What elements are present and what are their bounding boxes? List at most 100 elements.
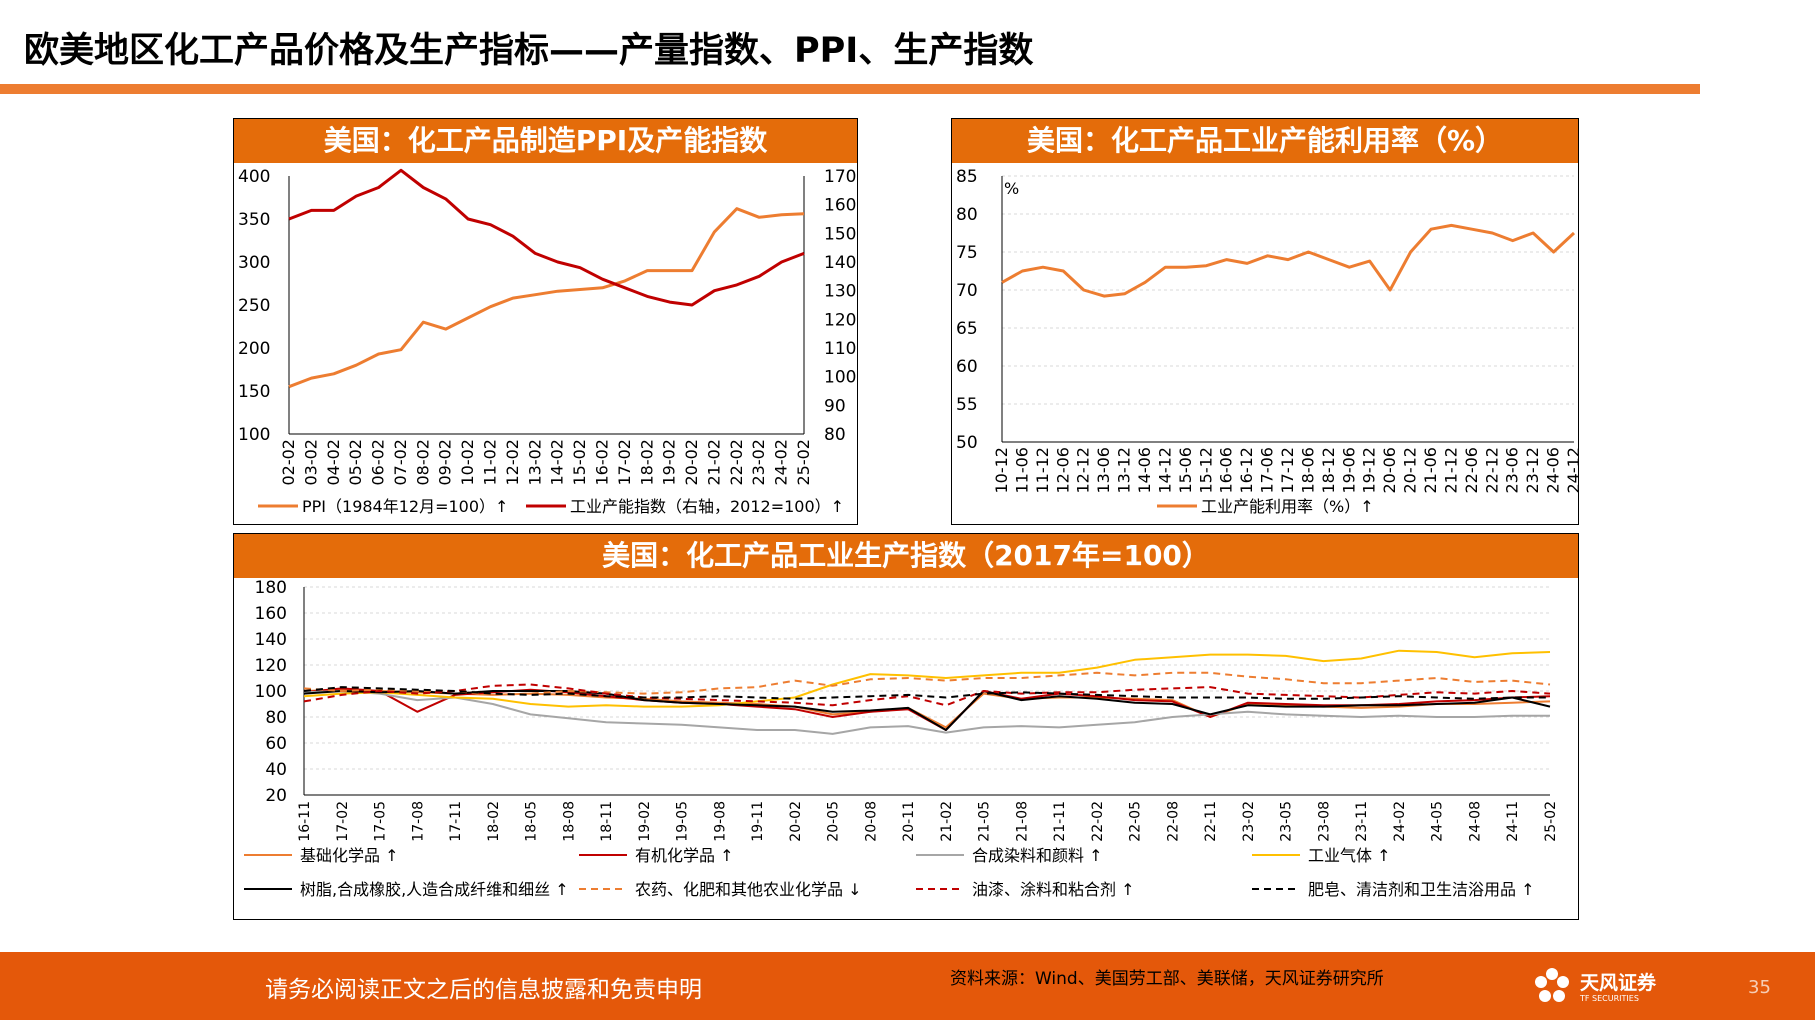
y-tick-label: 90 (824, 396, 846, 416)
flower-logo-icon (1535, 968, 1569, 1002)
utilization-line (1001, 223, 1576, 298)
utilization-chart: 85 80 75 70 65 60 55 50% 10-12 11-06 11-12 12-06 12-… (956, 167, 1578, 516)
x-tick-label: 11-12 (1033, 447, 1052, 494)
legend-label: PPI（1984年12月=100）↑ (302, 497, 508, 516)
x-tick-label: 19-11 (750, 801, 766, 842)
series-line (303, 683, 1551, 707)
y-tick-label: 250 (238, 296, 270, 316)
x-tick-label: 18-11 (599, 801, 615, 842)
x-tick-label: 22-02 (1090, 801, 1106, 842)
x-tick-label: 23-02 (1241, 801, 1257, 842)
x-tick-label: 24-12 (1564, 447, 1578, 494)
x-tick-label: 17-02 (335, 801, 351, 842)
x-tick-label: 13-12 (1115, 447, 1134, 494)
x-tick-label: 17-12 (1278, 447, 1297, 494)
x-tick-label: 20-12 (1401, 447, 1420, 494)
x-tick-label: 23-12 (1523, 447, 1542, 494)
x-tick-label: 17-06 (1258, 447, 1277, 494)
y-tick-label: 400 (238, 167, 270, 187)
x-tick-label: 21-05 (977, 801, 993, 842)
y-tick-label: 200 (238, 339, 270, 359)
x-tick-label: 22-12 (1482, 447, 1501, 494)
x-tick-label: 16-11 (297, 801, 313, 842)
x-tick-label: 17-08 (410, 801, 426, 842)
y-tick-label: 40 (265, 760, 287, 780)
y-tick-label: 100 (824, 368, 856, 388)
y-tick-label: 65 (956, 319, 978, 339)
x-tick-label: 20-02 (682, 439, 701, 486)
x-tick-label: 08-02 (413, 439, 432, 486)
x-tick-label: 20-08 (863, 801, 879, 842)
ppi-line (288, 207, 805, 389)
legend-label: 树脂,合成橡胶,人造合成纤维和细丝 ↑ (300, 880, 569, 899)
x-tick-label: 23-05 (1279, 801, 1295, 842)
x-tick-label: 22-11 (1203, 801, 1219, 842)
company-logo: 天风证券 TF SECURITIES (1530, 962, 1680, 1012)
x-tick-label: 14-02 (548, 439, 567, 486)
x-tick-label: 16-02 (592, 439, 611, 486)
x-tick-label: 02-02 (279, 439, 298, 486)
x-tick-label: 19-08 (712, 801, 728, 842)
x-tick-label: 17-02 (615, 439, 634, 486)
x-tick-label: 11-02 (481, 439, 500, 486)
x-tick-label: 20-06 (1380, 447, 1399, 494)
x-tick-label: 10-02 (458, 439, 477, 486)
y-tick-label: 150 (238, 382, 270, 402)
legend-label: 合成染料和颜料 ↑ (972, 846, 1103, 865)
y-tick-label: 80 (956, 205, 978, 225)
ppi-capacity-chart: 400 350 300 250 200 150 100 170 160 150 140 130 120 1… (238, 167, 856, 516)
x-tick-label: 12-12 (1074, 447, 1093, 494)
x-tick-label: 22-05 (1128, 801, 1144, 842)
x-tick-label: 07-02 (391, 439, 410, 486)
y-tick-label: 170 (824, 167, 856, 187)
x-tick-label: 22-06 (1462, 447, 1481, 494)
y-tick-label: 140 (255, 630, 287, 650)
x-tick-label: 18-12 (1319, 447, 1338, 494)
chart-title: 美国：化工产品工业生产指数（2017年=100） (234, 534, 1578, 578)
y-tick-label: 85 (956, 167, 978, 187)
y-tick-label: 350 (238, 210, 270, 230)
x-tick-label: 24-02 (772, 439, 791, 486)
x-tick-label: 17-05 (373, 801, 389, 842)
y-tick-label: 300 (238, 253, 270, 273)
series-line (303, 690, 1550, 735)
y-tick-label: 110 (824, 339, 856, 359)
y-tick-label: 120 (255, 656, 287, 676)
x-tick-label: 05-02 (346, 439, 365, 486)
x-tick-label: 14-12 (1155, 447, 1174, 494)
x-tick-label: 12-06 (1053, 447, 1072, 494)
x-tick-label: 19-12 (1360, 447, 1379, 494)
x-tick-label: 22-02 (727, 439, 746, 486)
x-tick-label: 21-02 (704, 439, 723, 486)
x-tick-label: 24-06 (1544, 447, 1563, 494)
x-tick-label: 15-06 (1176, 447, 1195, 494)
x-tick-label: 24-02 (1392, 801, 1408, 842)
chart-panel-production: 美国：化工产品工业生产指数（2017年=100） 180 160 140 120 100… (233, 533, 1579, 920)
page-number: 35 (1748, 977, 1771, 998)
legend-label: 有机化学品 ↑ (635, 846, 734, 865)
x-tick-label: 21-08 (1014, 801, 1030, 842)
x-tick-label: 19-02 (660, 439, 679, 486)
y-tick-label: 180 (255, 579, 287, 598)
x-tick-label: 14-06 (1135, 447, 1154, 494)
x-tick-label: 24-05 (1430, 801, 1446, 842)
y-tick-label: 60 (956, 357, 978, 377)
x-tick-label: 21-12 (1441, 447, 1460, 494)
x-tick-label: 17-11 (448, 801, 464, 842)
y-tick-label: 60 (265, 734, 287, 754)
chart-panel-utilization: 美国：化工产品工业产能利用率（%） 85 80 75 70 65 60 55 50% 10-12… (951, 118, 1579, 525)
x-tick-label: 23-11 (1354, 801, 1370, 842)
x-tick-label: 18-02 (637, 439, 656, 486)
x-tick-label: 16-12 (1237, 447, 1256, 494)
y-unit-label: % (1004, 179, 1019, 198)
y-tick-label: 120 (824, 310, 856, 330)
x-tick-label: 18-05 (524, 801, 540, 842)
x-tick-label: 25-02 (1543, 801, 1559, 842)
x-tick-label: 23-06 (1503, 447, 1522, 494)
chart-title: 美国：化工产品制造PPI及产能指数 (234, 119, 857, 163)
legend-label: 工业产能利用率（%）↑ (1201, 497, 1374, 516)
x-tick-label: 21-11 (1052, 801, 1068, 842)
production-index-chart: 180 160 140 120 100 80 60 40 20 16-11 17-02 17-05 17… (244, 579, 1559, 899)
legend-label: 油漆、涂料和粘合剂 ↑ (972, 880, 1135, 899)
x-tick-label: 11-06 (1012, 447, 1031, 494)
